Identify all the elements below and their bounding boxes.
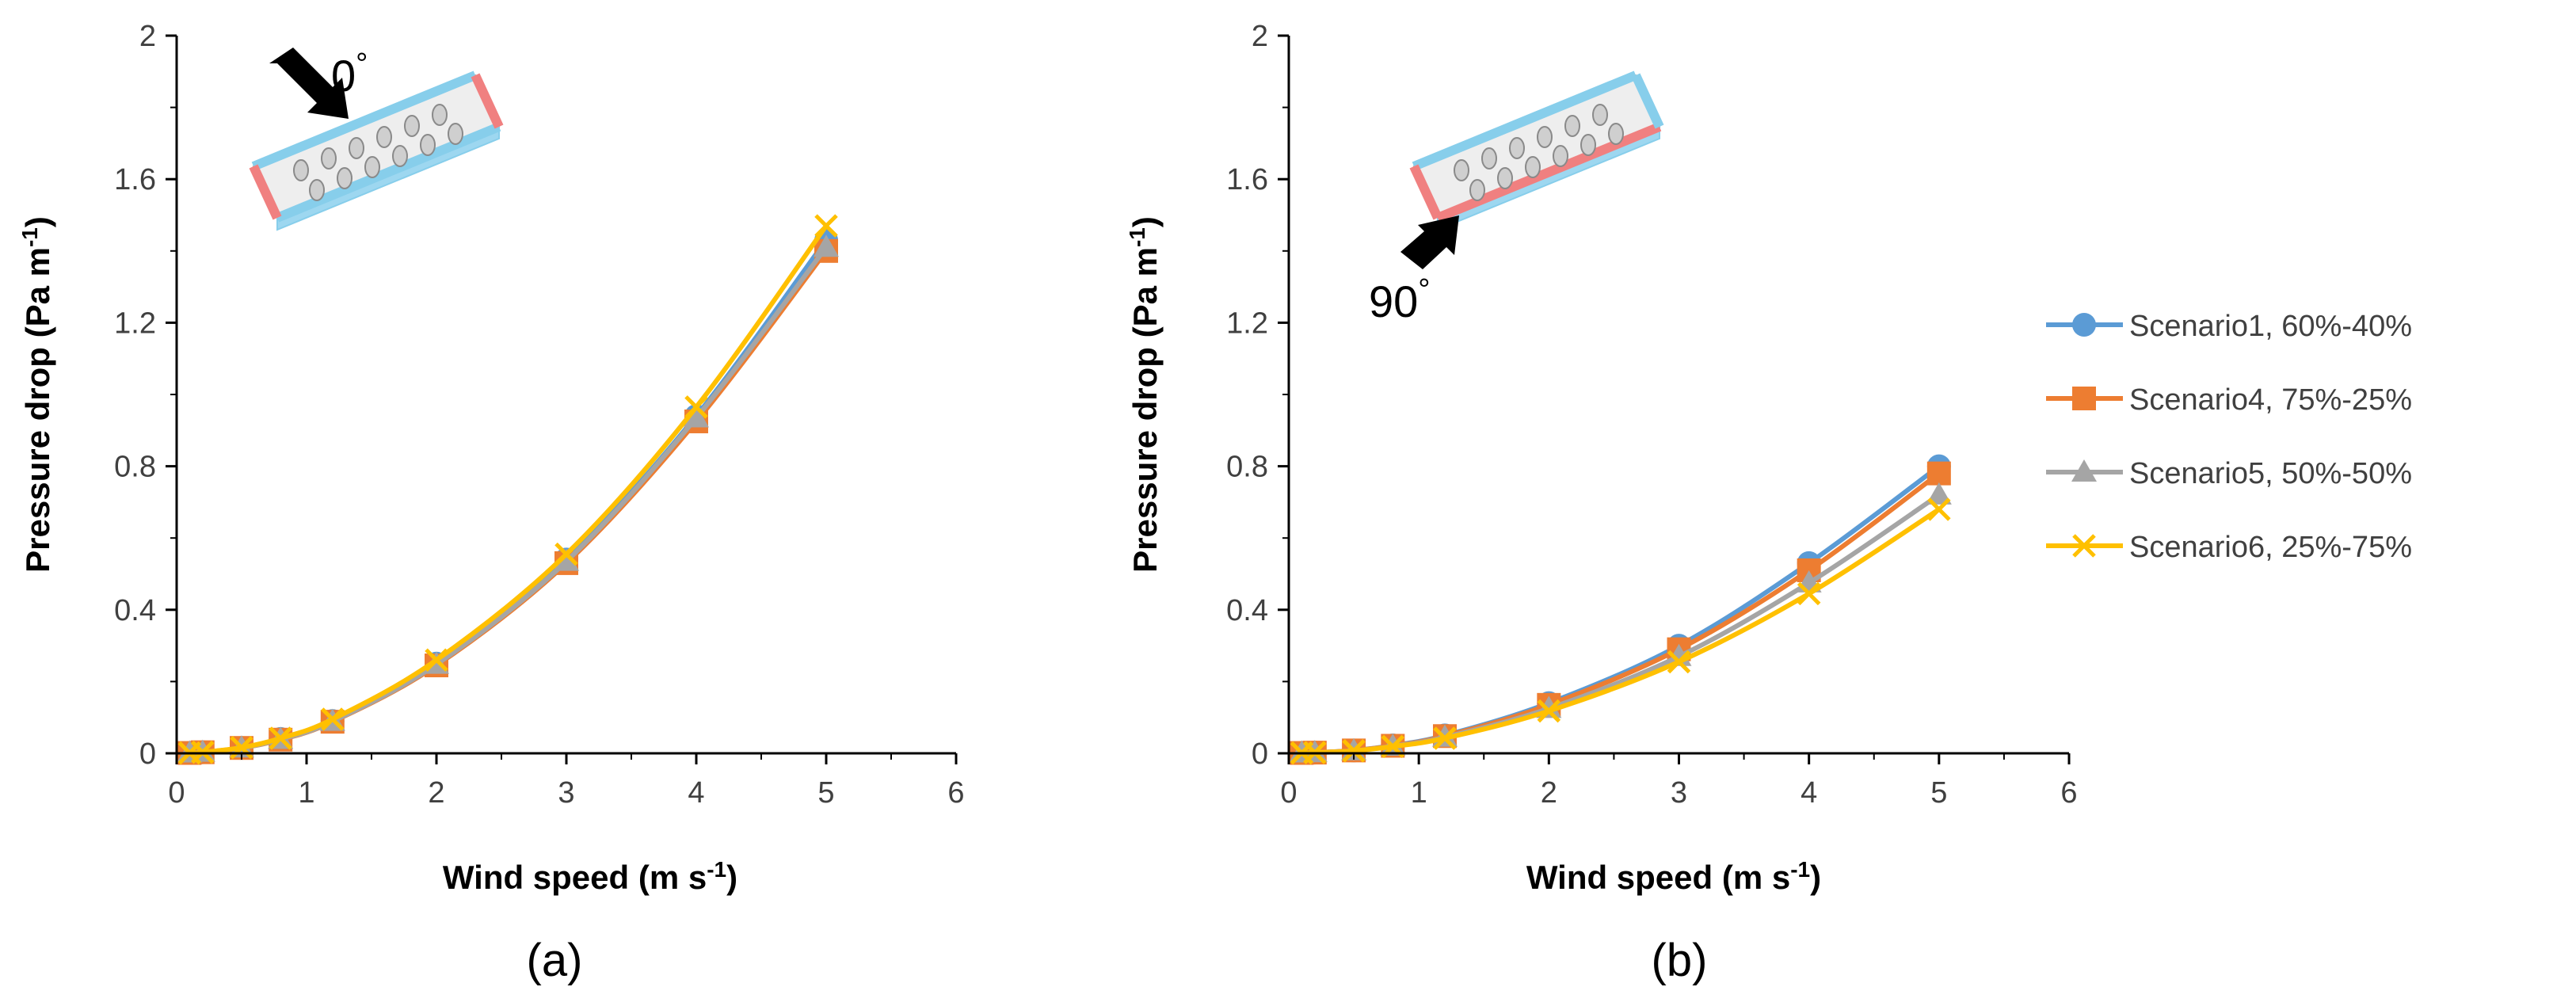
y-tick-label: 1.2 [1226, 307, 1268, 340]
duct-red-edge [471, 73, 504, 129]
data-point [1433, 726, 1457, 750]
data-point [1926, 482, 1952, 505]
legend-marker [2072, 534, 2096, 558]
legend-label: Scenario5, 50%-50% [2129, 457, 2412, 490]
x-tick-label: 4 [1801, 776, 1817, 810]
legend-marker [2072, 387, 2096, 410]
chart-panel-a: 0 0.4 0.8 1.2 1.6 2 0 1 2 3 4 5 6 Wind speed (m s-1)… [17, 20, 965, 986]
duct-red-edge [1409, 164, 1442, 220]
series-scenario4 [177, 238, 838, 765]
legend-label: Scenario4, 75%-25% [2129, 383, 2412, 417]
series-scenario1 [1290, 454, 1951, 765]
series-scenario4 [1290, 461, 1951, 765]
data-point [684, 405, 709, 428]
series-line [189, 224, 829, 756]
series-line [189, 238, 829, 756]
x-tick-label: 5 [817, 776, 834, 810]
legend-item: Scenario1, 60%-40% [2046, 310, 2412, 343]
panel-label: (b) [1652, 935, 1708, 986]
data-point [814, 234, 839, 257]
data-point [425, 648, 448, 672]
x-tick-label: 0 [1280, 776, 1297, 810]
x-tick-label: 6 [2060, 776, 2077, 810]
series-line [1301, 464, 1941, 756]
x-tick-label: 1 [298, 776, 314, 810]
chart-panel-b: 0 0.4 0.8 1.2 1.6 2 0 1 2 3 4 5 6 Wind speed (m s-1)… [1125, 20, 2078, 986]
y-tick-label: 0 [139, 737, 156, 771]
inset-duct-diagram: 90° [1369, 70, 1664, 326]
data-point [554, 542, 578, 566]
y-tick-label: 0.4 [1226, 594, 1268, 627]
data-point [1927, 497, 1951, 521]
data-point [554, 548, 579, 571]
series-line [189, 249, 829, 756]
duct-obstacles [293, 104, 463, 201]
legend-marker [2071, 459, 2097, 482]
data-point [1342, 739, 1366, 763]
legend-marker [2072, 313, 2096, 337]
series-scenario5 [1289, 482, 1952, 763]
x-tick-label: 2 [428, 776, 444, 810]
wind-arrow-icon [1400, 215, 1459, 269]
legend: Scenario1, 60%-40% Scenario4, 75%-25% Sc… [2046, 310, 2412, 564]
x-tick-label: 1 [1411, 776, 1427, 810]
data-point [269, 726, 292, 750]
x-axis-title: Wind speed (m s-1) [1526, 857, 1821, 897]
wind-arrow-icon [269, 48, 349, 119]
duct-red-edge [249, 164, 282, 220]
y-tick-label: 2 [139, 20, 156, 53]
series-scenario1 [177, 228, 838, 765]
inset-duct-diagram: 0° [249, 48, 504, 231]
y-tick-label: 0 [1252, 737, 1268, 771]
x-tick-label: 3 [1671, 776, 1687, 810]
x-axis-title: Wind speed (m s-1) [443, 857, 737, 897]
series-line [1301, 471, 1941, 756]
x-tick-label: 2 [1541, 776, 1557, 810]
wind-angle-label: 90° [1369, 273, 1431, 326]
duct-red-edge [1435, 122, 1662, 223]
y-axis-title: Pressure drop (Pa m-1) [17, 216, 57, 573]
x-tick-label: 3 [558, 776, 574, 810]
legend-label: Scenario6, 25%-75% [2129, 531, 2412, 564]
y-tick-label: 1.6 [1226, 163, 1268, 196]
y-tick-label: 1.6 [114, 163, 156, 196]
data-point [321, 707, 345, 731]
series-line [189, 246, 829, 756]
x-tick-label: 4 [688, 776, 704, 810]
data-point [1797, 581, 1821, 606]
series-scenario6 [177, 214, 838, 765]
legend-label: Scenario1, 60%-40% [2129, 310, 2412, 343]
data-point [1926, 461, 1951, 486]
series-scenario5 [177, 234, 839, 763]
duct-blue-edge [1412, 70, 1638, 171]
x-tick-label: 5 [1930, 776, 1947, 810]
panel-label: (a) [527, 935, 583, 986]
legend-item: Scenario5, 50%-50% [2046, 457, 2412, 490]
data-point [1667, 650, 1691, 674]
y-tick-label: 1.2 [114, 307, 156, 340]
data-point [684, 395, 708, 419]
series-line [1301, 493, 1941, 756]
duct-blue-edge [251, 70, 478, 171]
y-tick-label: 0.8 [114, 451, 156, 484]
data-point [814, 214, 838, 238]
duct-obstacles [1454, 104, 1624, 201]
legend-item: Scenario4, 75%-25% [2046, 383, 2412, 417]
data-point [1537, 699, 1561, 723]
y-tick-label: 0.8 [1226, 451, 1268, 484]
x-tick-label: 0 [168, 776, 185, 810]
duct-blue-edge [1631, 73, 1664, 129]
y-tick-label: 2 [1252, 20, 1268, 53]
legend-item: Scenario6, 25%-75% [2046, 531, 2412, 564]
x-tick-label: 6 [947, 776, 964, 810]
y-axis-title: Pressure drop (Pa m-1) [1125, 216, 1164, 573]
duct-blue-edge [275, 122, 501, 223]
y-tick-label: 0.4 [114, 594, 156, 627]
wind-angle-label: 0° [331, 48, 368, 101]
